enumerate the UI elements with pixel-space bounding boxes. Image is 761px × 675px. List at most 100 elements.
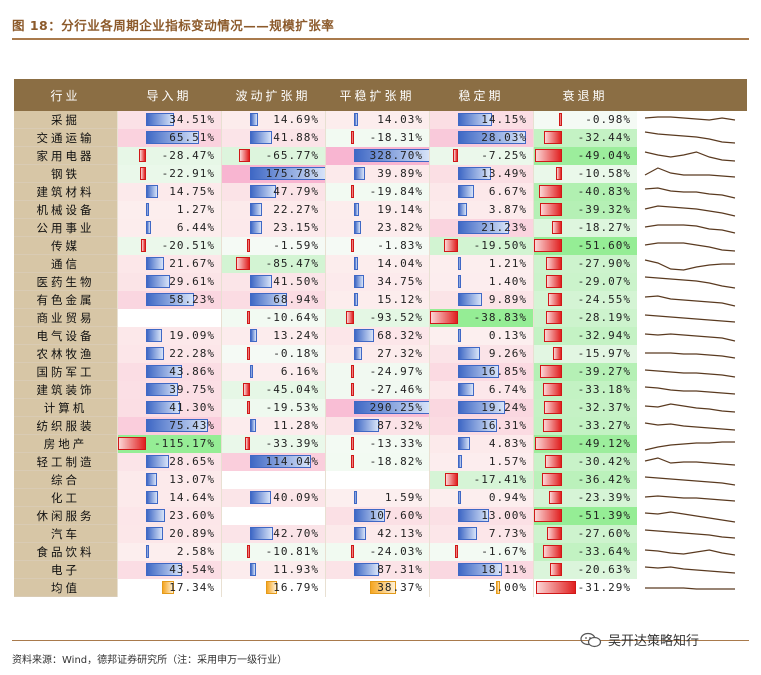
value-text: 17.34% <box>169 581 215 594</box>
table-row: 农林牧渔 22.28% -0.18% 27.32% 9.26% -15.97% <box>14 345 747 363</box>
cell-heat-background <box>430 435 533 453</box>
table-row: 食品饮料 2.58% -10.81% -24.03% -1.67% -33.64% <box>14 543 747 561</box>
sparkline-cell <box>637 399 747 417</box>
sparkline-trace <box>644 276 736 289</box>
value-bar <box>458 347 481 360</box>
value-bar <box>138 149 146 162</box>
value-text: 75.43% <box>169 419 215 432</box>
value-bar <box>458 491 461 504</box>
value-cell: 16.85% <box>429 363 533 381</box>
cell-heat-background <box>118 201 221 219</box>
value-text: -32.37% <box>577 401 631 414</box>
value-cell: 114.04% <box>221 453 325 471</box>
cell-heat-background <box>326 489 429 507</box>
cell-heat-background <box>326 273 429 291</box>
value-cell: -1.59% <box>221 237 325 255</box>
sparkline <box>644 422 736 431</box>
value-text: -15.97% <box>577 347 631 360</box>
value-text: 0.94% <box>488 491 527 504</box>
sparkline-cell <box>637 561 747 579</box>
value-bar <box>354 275 364 288</box>
value-text: 107.60% <box>369 509 423 522</box>
value-bar <box>548 491 562 504</box>
industry-label: 汽车 <box>14 525 117 543</box>
value-cell: -27.46% <box>325 381 429 399</box>
industry-label: 国防军工 <box>14 363 117 381</box>
value-cell: -13.33% <box>325 435 429 453</box>
value-cell: 18.11% <box>429 561 533 579</box>
sparkline-cell <box>637 507 747 525</box>
value-text: -24.55% <box>577 293 631 306</box>
sparkline-trace <box>644 511 736 523</box>
industry-label: 农林牧渔 <box>14 345 117 363</box>
value-cell: -19.50% <box>429 237 533 255</box>
value-cell: 87.31% <box>325 561 429 579</box>
value-cell: 290.25% <box>325 399 430 417</box>
value-bar <box>351 365 354 378</box>
value-cell: 9.26% <box>429 345 533 363</box>
value-cell: -51.60% <box>533 237 637 255</box>
sparkline-trace <box>644 529 736 539</box>
sparkline-trace <box>644 369 736 378</box>
value-bar <box>351 131 354 144</box>
value-bar <box>546 311 562 324</box>
value-cell: -49.04% <box>533 147 637 165</box>
cell-heat-background <box>430 381 533 399</box>
value-text: 34.51% <box>169 113 215 126</box>
industry-label: 家用电器 <box>14 147 117 165</box>
value-bar <box>235 257 250 270</box>
value-text: 2.58% <box>176 545 215 558</box>
sparkline-cell <box>637 327 747 345</box>
value-bar <box>247 347 250 360</box>
value-cell: -93.52% <box>325 309 429 327</box>
value-cell: -18.27% <box>533 219 637 237</box>
value-cell: 47.79% <box>221 183 325 201</box>
value-bar <box>242 383 250 396</box>
cell-heat-background <box>222 561 325 579</box>
value-text: 41.88% <box>273 131 319 144</box>
value-text: 16.79% <box>273 581 319 594</box>
cell-heat-background <box>326 219 429 237</box>
sparkline <box>644 167 736 178</box>
value-text: 41.30% <box>169 401 215 414</box>
value-cell: 6.44% <box>117 219 221 237</box>
industry-label: 房地产 <box>14 435 117 453</box>
value-bar <box>458 131 526 144</box>
value-text: -18.82% <box>369 455 423 468</box>
value-cell: -38.83% <box>429 309 533 327</box>
cell-heat-background <box>430 327 533 345</box>
cell-heat-background <box>118 183 221 201</box>
value-cell: -45.04% <box>221 381 325 399</box>
sparkline-cell <box>637 381 747 399</box>
value-cell: -24.97% <box>325 363 429 381</box>
value-text: 65.51% <box>169 131 215 144</box>
value-cell: -18.82% <box>325 453 429 471</box>
industry-label: 交通运输 <box>14 129 117 147</box>
value-text: 43.86% <box>169 365 215 378</box>
value-text: -22.91% <box>161 167 215 180</box>
value-bar <box>246 401 250 414</box>
value-bar <box>244 437 250 450</box>
value-cell: -32.37% <box>533 399 637 417</box>
value-text: -24.03% <box>369 545 423 558</box>
value-cell: 4.83% <box>429 435 533 453</box>
value-text: -36.42% <box>577 473 631 486</box>
industry-label: 食品饮料 <box>14 543 117 561</box>
sparkline-trace <box>644 167 736 178</box>
sparkline-cell <box>637 237 747 255</box>
table-row: 化工 14.64% 40.09% 1.59% 0.94% -23.39% <box>14 489 747 507</box>
table-row: 综合 13.07% -17.41% -36.42% <box>14 471 747 489</box>
value-cell: 41.88% <box>221 129 325 147</box>
sparkline-trace <box>644 295 736 307</box>
value-bar <box>458 383 475 396</box>
value-text: 11.93% <box>273 563 319 576</box>
value-bar <box>545 455 562 468</box>
cell-heat-background <box>326 255 429 273</box>
table-header: 行业 导入期 波动扩张期 平稳扩张期 稳定期 衰退期 <box>14 79 747 111</box>
value-bar <box>458 167 491 180</box>
industry-label: 计算机 <box>14 399 117 417</box>
sparkline <box>644 441 735 451</box>
value-text: -115.17% <box>154 437 215 450</box>
value-bar <box>266 581 278 594</box>
value-text: -27.60% <box>577 527 631 540</box>
